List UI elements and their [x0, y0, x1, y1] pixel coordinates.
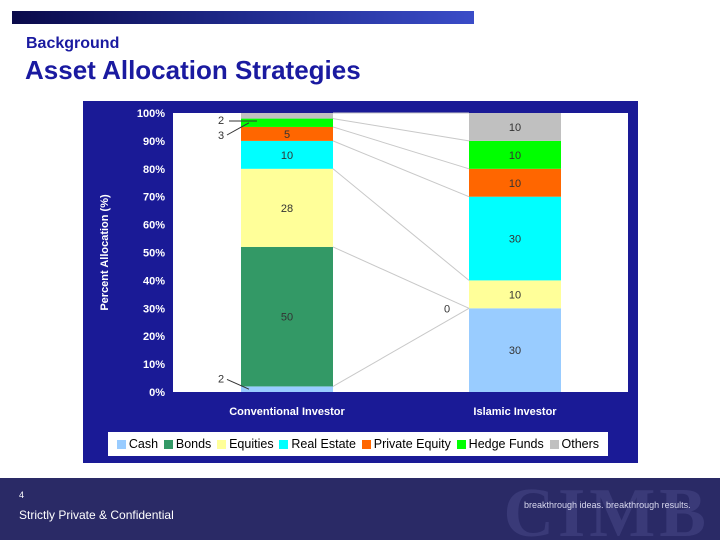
series-connector-line	[332, 140, 470, 198]
callout-line	[226, 122, 250, 136]
series-connector-line	[332, 307, 470, 387]
y-tick-label: 0%	[149, 387, 165, 399]
data-label-hedge-funds: 3	[218, 130, 224, 142]
data-label-zero: 0	[444, 303, 450, 315]
data-label: 30	[509, 234, 521, 246]
bar-segment-real-estate	[469, 196, 561, 281]
bar-segment-private-equity	[241, 126, 333, 141]
bar-segment-private-equity	[469, 168, 561, 197]
slide-title: Asset Allocation Strategies	[25, 55, 361, 85]
bar-segment-others	[469, 113, 561, 141]
data-label: 30	[509, 345, 521, 357]
legend-label: Equities	[229, 437, 274, 451]
legend-label: Hedge Funds	[468, 437, 544, 451]
series-connector-line	[332, 126, 470, 170]
series-connector-line	[332, 118, 470, 142]
legend-item: Equities	[217, 437, 274, 451]
legend-swatch	[456, 439, 466, 449]
legend-swatch	[163, 439, 173, 449]
y-tick-label: 60%	[143, 220, 165, 232]
footer-tagline: breakthrough ideas. breakthrough results…	[524, 500, 691, 510]
stacked-bar-chart: 0% 10% 20% 30% 40% 50% 60% 70% 80% 90% 100% Percent…	[99, 108, 628, 418]
bar-segment-equities	[241, 168, 333, 247]
callout-line	[226, 378, 250, 390]
x-category-label: Islamic Investor	[473, 406, 557, 418]
data-label-cash: 2	[218, 373, 224, 385]
chart-panel: 0% 10% 20% 30% 40% 50% 60% 70% 80% 90% 100% Percent…	[83, 101, 638, 463]
legend-item: Hedge Funds	[456, 437, 544, 451]
data-label: 10	[281, 150, 293, 162]
chart-legend: Cash Bonds Equities Real Estate Private Equi…	[108, 432, 608, 456]
legend-label: Cash	[128, 437, 159, 451]
legend-item: Cash	[116, 437, 159, 451]
legend-swatch	[549, 439, 559, 449]
legend-swatch	[279, 439, 289, 449]
data-label: 5	[284, 129, 290, 141]
legend-swatch	[217, 439, 227, 449]
y-tick-label: 30%	[143, 303, 165, 315]
slide-subtitle: Background	[26, 35, 120, 52]
bar-segment-others	[241, 113, 333, 119]
x-category-label: Conventional Investor	[229, 406, 345, 418]
top-accent-bar	[12, 11, 474, 24]
legend-label: Private Equity	[373, 437, 451, 451]
bar-segment-cash	[469, 308, 561, 392]
legend-item: Real Estate	[279, 437, 356, 451]
legend-label: Bonds	[175, 437, 212, 451]
bar-segment-hedge-funds	[469, 140, 561, 169]
bar-segment-real-estate	[241, 140, 333, 169]
confidential-notice: Strictly Private & Confidential	[19, 508, 174, 522]
legend-swatch	[116, 439, 126, 449]
y-axis-title: Percent Allocation (%)	[99, 194, 111, 311]
y-tick-label: 80%	[143, 164, 165, 176]
legend-label: Real Estate	[291, 437, 356, 451]
bar-segment-equities	[469, 280, 561, 309]
y-tick-label: 40%	[143, 275, 165, 287]
page-number: 4	[19, 490, 25, 500]
legend-item: Bonds	[163, 437, 212, 451]
footer-watermark: CIMB	[503, 478, 710, 540]
data-label-others: 2	[218, 115, 224, 127]
bar-segment-bonds	[241, 246, 333, 387]
legend-item: Private Equity	[361, 437, 451, 451]
data-label: 28	[281, 203, 293, 215]
y-tick-label: 20%	[143, 331, 165, 343]
legend-item: Others	[549, 437, 600, 451]
bar-segment-hedge-funds	[241, 118, 333, 127]
legend-label: Others	[561, 437, 600, 451]
y-tick-label: 10%	[143, 359, 165, 371]
series-connector-line	[332, 168, 470, 281]
y-tick-label: 50%	[143, 248, 165, 260]
legend-swatch	[361, 439, 371, 449]
data-label: 10	[509, 150, 521, 162]
series-connector-line	[332, 246, 470, 309]
data-label: 50	[281, 312, 293, 324]
y-tick-label: 70%	[143, 192, 165, 204]
bar-segment-cash	[241, 386, 333, 392]
footer: CIMB 4 Strictly Private & Confidential b…	[0, 478, 720, 540]
data-label: 10	[509, 122, 521, 134]
y-tick-label: 100%	[137, 108, 165, 120]
data-label: 10	[509, 178, 521, 190]
y-tick-label: 90%	[143, 136, 165, 148]
data-label: 10	[509, 289, 521, 301]
